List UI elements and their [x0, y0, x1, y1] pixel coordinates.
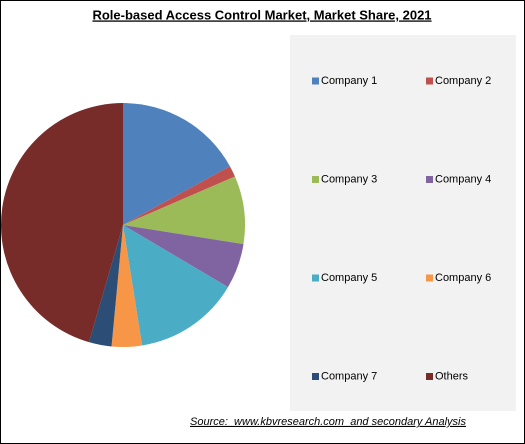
pie-slice	[123, 225, 244, 288]
legend-swatch	[312, 77, 319, 85]
legend-panel	[290, 35, 516, 411]
legend-label: Company 3	[321, 173, 377, 185]
pie-slice	[123, 225, 229, 346]
chart-title: Role-based Access Control Market, Market…	[92, 7, 431, 22]
legend-label: Company 1	[321, 75, 377, 87]
pie-slice	[88, 225, 123, 347]
legend-swatch	[312, 274, 319, 282]
legend-swatch	[426, 373, 433, 380]
pie-slice	[1, 103, 123, 343]
pie-slice	[111, 225, 143, 347]
source-note: Source: www.kbvresearch.com and secondar…	[190, 416, 466, 428]
legend-swatch	[426, 176, 433, 183]
legend-swatch	[312, 176, 319, 183]
legend-label: Company 2	[435, 75, 491, 87]
legend-label: Company 6	[435, 272, 491, 284]
legend-label: Others	[435, 370, 469, 382]
pie-slice	[123, 166, 235, 225]
legend-label: Company 5	[321, 272, 377, 284]
legend-label: Company 4	[435, 173, 491, 185]
legend-swatch	[426, 77, 433, 85]
legend-swatch	[426, 274, 433, 282]
legend-swatch	[312, 373, 319, 380]
pie-slice	[123, 176, 245, 245]
legend-label: Company 7	[321, 370, 377, 382]
pie-slice	[123, 103, 230, 225]
